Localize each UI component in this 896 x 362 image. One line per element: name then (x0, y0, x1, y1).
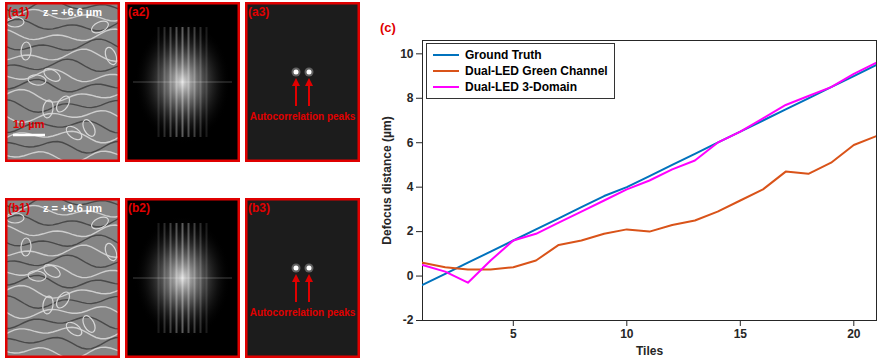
svg-text:15: 15 (734, 327, 748, 341)
svg-text:Tiles: Tiles (636, 344, 663, 358)
svg-text:Defocus distance (µm): Defocus distance (µm) (380, 116, 394, 244)
svg-text:6: 6 (407, 136, 414, 150)
svg-text:z = +9.6 µm: z = +9.6 µm (43, 202, 102, 214)
svg-text:10 µm: 10 µm (13, 118, 45, 130)
html-text:(c): (c) (380, 20, 396, 35)
svg-text:20: 20 (847, 327, 861, 341)
html-text:Ground Truth: Ground Truth (465, 48, 542, 62)
svg-text:(b3): (b3) (248, 201, 270, 215)
svg-text:8: 8 (407, 91, 414, 105)
svg-text:Autocorrelation peaks: Autocorrelation peaks (250, 111, 356, 122)
svg-text:-2: -2 (403, 313, 414, 327)
svg-text:(a1): (a1) (8, 5, 29, 19)
svg-text:10: 10 (400, 47, 414, 61)
html-text:Dual-LED Green Channel: Dual-LED Green Channel (465, 64, 608, 78)
svg-text:(a2): (a2) (128, 5, 149, 19)
html-text:Dual-LED 3-Domain: Dual-LED 3-Domain (465, 80, 577, 94)
svg-text:(b2): (b2) (128, 201, 150, 215)
svg-text:(a3): (a3) (248, 5, 269, 19)
svg-text:2: 2 (407, 224, 414, 238)
svg-text:0: 0 (407, 269, 414, 283)
svg-text:4: 4 (407, 180, 414, 194)
svg-text:10: 10 (620, 327, 634, 341)
svg-text:Autocorrelation peaks: Autocorrelation peaks (250, 307, 356, 318)
svg-text:5: 5 (510, 327, 517, 341)
svg-text:z = +6.6 µm: z = +6.6 µm (43, 6, 102, 18)
svg-text:(b1): (b1) (8, 201, 30, 215)
